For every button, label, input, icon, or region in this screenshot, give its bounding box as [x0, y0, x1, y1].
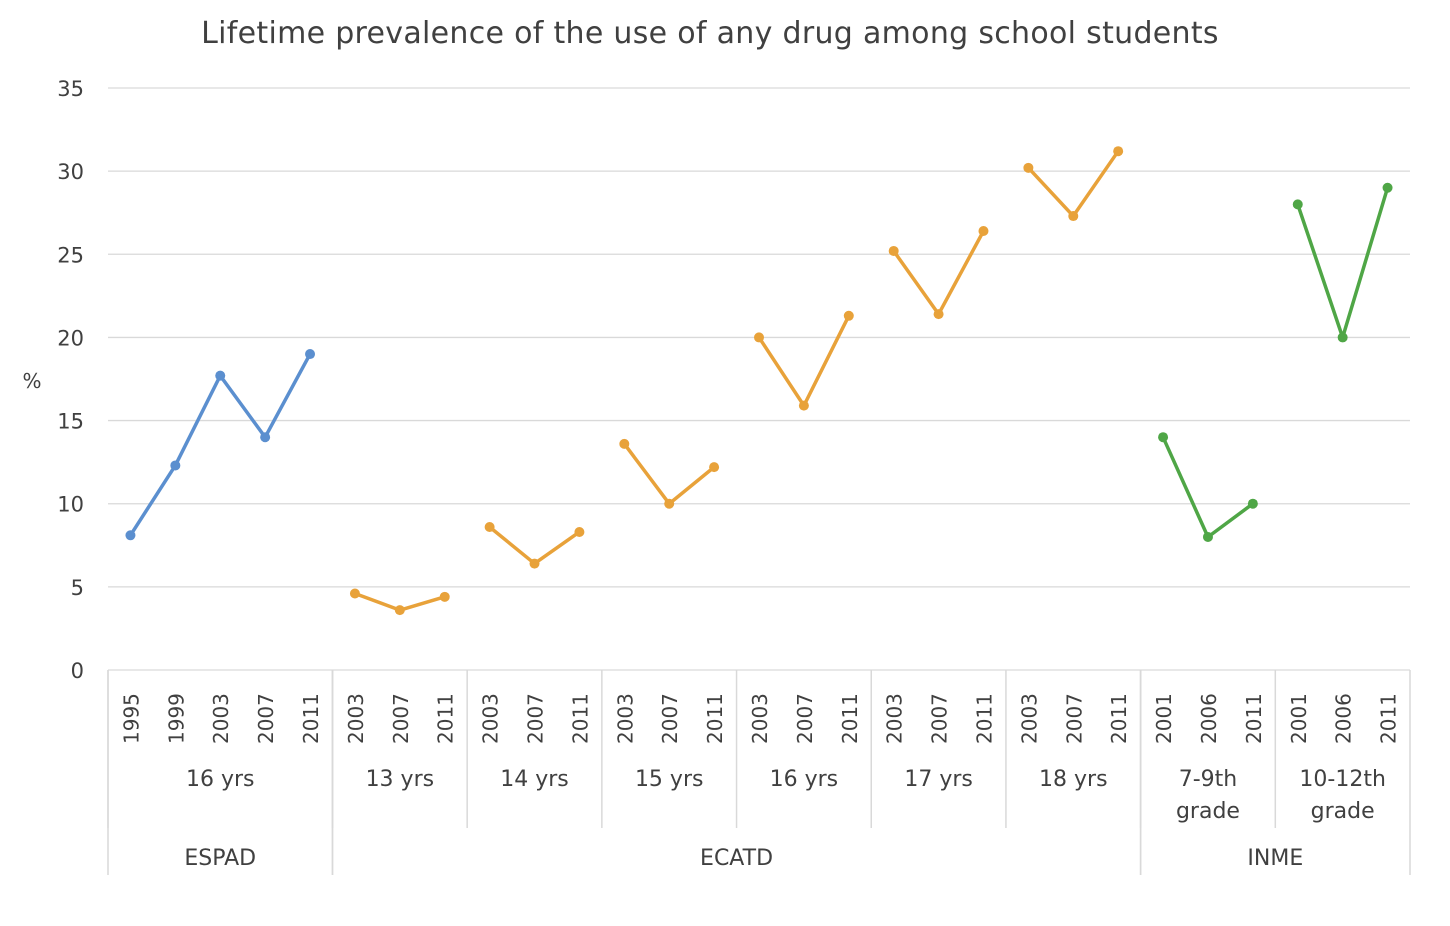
data-point: [1202, 531, 1213, 542]
x-tick-label: 2003: [748, 693, 772, 744]
subgroup-label: 16 yrs: [186, 767, 255, 792]
axes: 0 5 10 15 20 25 30 35%: [22, 77, 1411, 875]
x-tick-label: 2007: [389, 693, 413, 744]
data-point: [754, 332, 764, 343]
subgroup-label: 18 yrs: [1039, 767, 1108, 792]
data-point: [125, 530, 136, 541]
x-tick-label: 2003: [209, 693, 233, 744]
subgroup-label: 10-12th: [1299, 767, 1386, 792]
data-point: [843, 310, 854, 321]
data-point: [888, 245, 899, 256]
y-tick-label: 5: [71, 576, 84, 600]
subgroup-label: 15 yrs: [635, 767, 704, 792]
data-point: [1068, 211, 1079, 222]
series: [125, 146, 1393, 616]
data-point: [170, 460, 181, 471]
x-tick-label: 1995: [119, 693, 143, 744]
x-tick-label: 2011: [568, 693, 592, 744]
data-point: [664, 498, 675, 509]
data-point: [1113, 146, 1124, 157]
x-tick-label: 2006: [1197, 693, 1221, 744]
x-tick-label: 2011: [434, 693, 458, 744]
data-point: [260, 432, 271, 443]
x-tick-label: 2003: [883, 693, 907, 744]
data-point: [305, 349, 316, 360]
data-point: [1023, 162, 1034, 173]
data-point: [1292, 199, 1303, 210]
x-tick-label: 2011: [838, 693, 862, 744]
x-tick-label: 2003: [1017, 693, 1041, 744]
x-tick-label: 2007: [793, 693, 817, 744]
data-point: [1382, 182, 1393, 193]
gridlines: [108, 87, 1410, 671]
series-line: [1161, 435, 1255, 539]
series-line: [891, 229, 986, 316]
series-line: [128, 352, 312, 538]
series-line: [1296, 186, 1390, 340]
series-line: [1026, 149, 1120, 218]
data-point: [978, 226, 989, 237]
y-tick-label: 35: [57, 77, 84, 101]
chart-title: Lifetime prevalence of the use of any dr…: [201, 16, 1219, 51]
x-tick-label: 2007: [1062, 693, 1086, 744]
x-tick-label: 1999: [164, 693, 188, 744]
x-tick-label: 2011: [1242, 693, 1266, 744]
data-point: [619, 438, 630, 449]
group-label: ECATD: [700, 846, 773, 871]
x-tick-label: 2007: [254, 693, 278, 744]
group-label: ESPAD: [184, 846, 256, 871]
x-tick-label: 2003: [613, 693, 637, 744]
x-tick-label: 2001: [1287, 693, 1311, 744]
series-line: [622, 442, 716, 506]
x-tick-label: 2003: [479, 693, 503, 744]
y-tick-label: 10: [57, 493, 84, 517]
y-tick-label: 0: [71, 659, 84, 683]
x-tick-label: 2011: [703, 693, 727, 744]
data-point: [529, 558, 540, 569]
y-axis-label: %: [22, 369, 41, 393]
category-labels: 1995 1999 2003 2007 2011 2003 2007 2011 2003 2007…: [119, 693, 1400, 871]
subgroup-label: 17 yrs: [904, 767, 973, 792]
x-tick-label: 2011: [1377, 693, 1401, 744]
data-point: [349, 588, 360, 599]
series-line: [757, 314, 851, 408]
subgroup-label: grade: [1311, 799, 1375, 824]
data-point: [709, 462, 720, 473]
data-point: [215, 370, 226, 381]
subgroup-label: grade: [1176, 799, 1240, 824]
subgroup-label: 7-9th: [1179, 767, 1238, 792]
x-tick-label: 2007: [658, 693, 682, 744]
x-tick-label: 2006: [1332, 693, 1356, 744]
x-tick-label: 2007: [928, 693, 952, 744]
data-point: [439, 591, 450, 602]
data-point: [1247, 498, 1258, 509]
x-tick-label: 2007: [524, 693, 548, 744]
data-point: [574, 526, 585, 537]
subgroup-label: 14 yrs: [500, 767, 569, 792]
x-tick-label: 2011: [972, 693, 996, 744]
y-tick-label: 25: [57, 243, 84, 267]
group-label: INME: [1247, 846, 1303, 871]
y-tick-label: 30: [57, 160, 84, 184]
data-point: [933, 309, 944, 320]
y-tick-label: 15: [57, 410, 84, 434]
x-tick-label: 2011: [299, 693, 323, 744]
data-point: [484, 521, 495, 532]
series-line: [487, 525, 582, 566]
x-tick-label: 2011: [1107, 693, 1131, 744]
x-tick-label: 2003: [344, 693, 368, 744]
data-point: [798, 400, 809, 411]
data-point: [394, 605, 405, 616]
subgroup-label: 13 yrs: [366, 767, 435, 792]
x-tick-label: 2001: [1152, 693, 1176, 744]
data-point: [1158, 432, 1169, 443]
subgroup-label: 16 yrs: [770, 767, 839, 792]
data-point: [1337, 332, 1348, 343]
y-tick-label: 20: [57, 326, 84, 350]
